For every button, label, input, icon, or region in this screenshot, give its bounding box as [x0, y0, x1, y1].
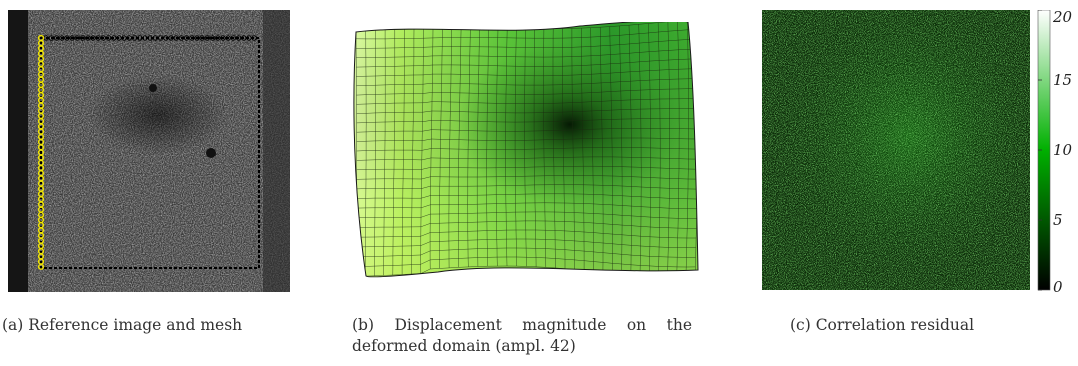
- colorbar-tick-label: 5: [1053, 211, 1063, 229]
- mesh-node: [241, 35, 247, 41]
- mesh-node: [199, 35, 205, 41]
- mesh-grid: [355, 22, 698, 277]
- mesh-node: [235, 35, 242, 41]
- mesh-node: [147, 35, 153, 41]
- mesh-node: [53, 35, 60, 41]
- colorbar-tick-label: 0: [1053, 278, 1063, 292]
- mesh-node: [121, 35, 127, 41]
- mesh-node: [168, 35, 174, 41]
- mesh-node: [194, 35, 200, 41]
- mesh-node: [64, 35, 70, 41]
- mesh-node: [131, 35, 138, 41]
- caption-a: (a) Reference image and mesh: [2, 316, 243, 334]
- deformed-mesh: [353, 22, 699, 278]
- mesh-node: [215, 35, 221, 41]
- mesh-boundary: [40, 37, 260, 269]
- mesh-nodes-left: [37, 34, 45, 270]
- caption-b: (b) Displacement magnitude on the deform…: [352, 316, 692, 355]
- mesh-node: [157, 35, 164, 41]
- caption-c: (c) Correlation residual: [790, 316, 975, 334]
- colorbar-tick-label: 10: [1053, 141, 1073, 159]
- mesh-node: [74, 35, 81, 41]
- mesh-node: [79, 35, 86, 41]
- mesh-node: [111, 35, 117, 41]
- mesh-node: [126, 35, 133, 41]
- mesh-node: [246, 35, 252, 41]
- mesh-node: [95, 35, 101, 41]
- mesh-node: [137, 35, 143, 41]
- mesh-node: [85, 35, 91, 41]
- mesh-node: [209, 35, 216, 41]
- mesh-node: [173, 35, 179, 41]
- displacement-mesh-panel: [348, 22, 700, 278]
- mesh-node: [183, 35, 190, 41]
- correlation-residual-panel: 0 5 10 15 20: [762, 10, 1078, 292]
- colorbar-ticks: 0 5 10 15 20: [1038, 10, 1073, 292]
- mesh-node: [116, 35, 122, 41]
- mesh-node: [220, 35, 226, 41]
- mesh-node-fixed: [37, 263, 45, 270]
- mesh-node: [69, 35, 75, 41]
- mesh-node: [48, 35, 55, 41]
- mesh-node: [251, 35, 257, 41]
- residual-map: 0 5 10 15 20: [762, 10, 1073, 292]
- mesh-node: [59, 35, 65, 41]
- mesh-node: [178, 35, 185, 41]
- colorbar-tick-label: 15: [1053, 71, 1072, 89]
- mesh-node: [142, 35, 148, 41]
- mesh-node: [189, 35, 195, 41]
- reference-image-panel: [8, 10, 290, 292]
- mesh-node: [100, 35, 107, 41]
- mesh-node: [90, 35, 96, 41]
- reference-image: [8, 10, 290, 292]
- mesh-node: [152, 35, 159, 41]
- mesh-node: [225, 35, 231, 41]
- mesh-node: [163, 35, 169, 41]
- colorbar-tick-label: 20: [1052, 10, 1073, 26]
- mesh-node: [230, 35, 237, 41]
- mesh-node: [105, 35, 112, 41]
- mesh-node: [204, 35, 211, 41]
